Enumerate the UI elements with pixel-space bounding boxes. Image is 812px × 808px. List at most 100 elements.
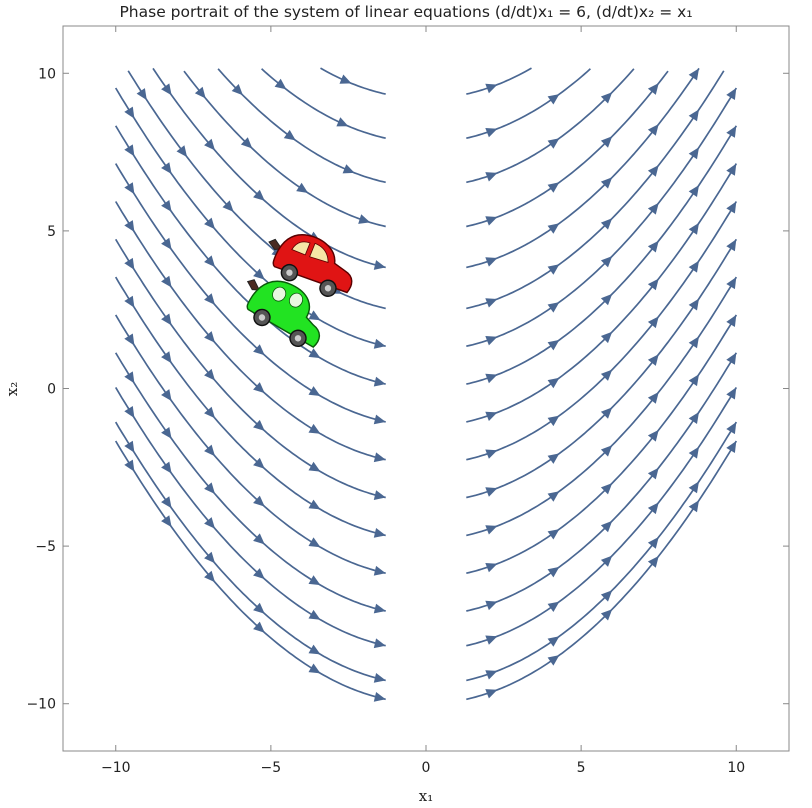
streamline — [466, 314, 738, 575]
streamline-arrowhead — [161, 275, 172, 288]
streamline-arrowhead — [600, 407, 613, 419]
streamline-arrowhead — [726, 125, 737, 138]
streamline-arrowhead — [600, 369, 613, 381]
streamline-arrowhead — [688, 298, 699, 311]
axis-ticks-group: −10 −5 0 5 10 −10 −5 0 5 10 — [26, 26, 789, 776]
streamline-arrowhead — [547, 415, 560, 427]
streamline-arrowhead — [161, 515, 172, 528]
streamline-arrowhead — [253, 533, 265, 545]
y-axis-label: x₂ — [3, 382, 21, 396]
streamline-arrowhead — [600, 483, 613, 495]
green-car-icon — [246, 279, 321, 348]
chart-title: Phase portrait of the system of linear e… — [119, 3, 692, 21]
streamline-arrowhead — [308, 461, 321, 472]
streamline-arrowhead — [308, 575, 321, 586]
streamline-arrowhead — [647, 502, 659, 515]
streamline — [114, 276, 386, 537]
x-tick-label: −10 — [101, 760, 131, 776]
streamline-arrowhead — [547, 636, 560, 647]
streamline-arrowhead — [222, 200, 234, 212]
streamline — [466, 163, 738, 423]
streamline-arrowhead — [600, 218, 613, 230]
streamline-arrowhead — [161, 496, 172, 509]
streamline-arrowhead — [485, 689, 498, 699]
streamline-arrowhead — [124, 220, 135, 232]
streamline-arrowhead — [647, 537, 659, 549]
streamline-arrowhead — [308, 310, 321, 321]
streamline-arrowhead — [485, 172, 498, 182]
streamline-arrowhead — [336, 117, 349, 127]
streamline — [466, 67, 532, 95]
streamline-arrowhead — [308, 423, 321, 434]
streamline — [466, 421, 738, 682]
x-tick-label: 5 — [577, 760, 586, 776]
streamline-arrowhead — [485, 635, 498, 645]
streamline-arrowhead — [688, 185, 699, 197]
streamline-arrowhead — [547, 601, 560, 612]
streamline-arrowhead — [373, 565, 386, 576]
streamline-arrowhead — [373, 673, 386, 683]
streamline-arrowhead — [547, 94, 560, 105]
streamline-arrowhead — [647, 429, 659, 442]
streamline-arrowhead — [647, 392, 659, 404]
streamline-arrowhead — [253, 344, 265, 356]
streamline-arrowhead — [204, 368, 215, 381]
streamline-arrowhead — [194, 86, 206, 99]
streamline-arrowhead — [547, 264, 560, 275]
streamline — [466, 87, 738, 348]
streamline-arrowhead — [124, 371, 135, 384]
streamline-arrowhead — [176, 145, 188, 158]
streamline-arrowhead — [373, 692, 386, 702]
y-tick-label: 0 — [47, 382, 56, 398]
streamline-arrowhead — [485, 128, 498, 138]
streamline-arrowhead — [373, 638, 386, 649]
streamline-arrowhead — [485, 336, 498, 346]
streamline-arrowhead — [600, 609, 613, 621]
streamline-arrowhead — [161, 162, 172, 174]
streamline-arrowhead — [688, 374, 699, 387]
x-axis-label: x₁ — [419, 787, 433, 805]
streamline-arrowhead — [600, 520, 613, 533]
streamline-arrowhead — [547, 566, 560, 578]
streamline-arrowhead — [485, 525, 498, 535]
streamline-arrowhead — [726, 352, 737, 365]
streamline-arrowhead — [647, 165, 659, 177]
streamline-arrowhead — [296, 182, 309, 193]
streamline-arrowhead — [688, 500, 699, 513]
streamline-arrowhead — [647, 316, 659, 329]
streamline-arrowhead — [342, 164, 355, 174]
streamline — [114, 87, 386, 348]
streamline-arrowhead — [485, 373, 498, 384]
streamline-arrowhead — [124, 257, 135, 270]
streamline — [114, 352, 386, 612]
streamline-arrowhead — [253, 568, 265, 580]
streamline — [466, 352, 738, 612]
streamline — [114, 421, 386, 682]
streamline-arrowhead — [726, 314, 737, 327]
streamline-arrowhead — [600, 256, 613, 268]
streamline-arrowhead — [547, 491, 560, 502]
streamline-arrowhead — [161, 389, 172, 401]
streamline-arrowhead — [253, 382, 265, 394]
streamline-arrowhead — [600, 177, 613, 189]
streamline-arrowhead — [358, 214, 371, 224]
streamline-arrowhead — [547, 655, 560, 666]
streamline-arrowhead — [373, 414, 386, 425]
red-car-icon — [268, 234, 353, 297]
streamline — [466, 276, 738, 537]
streamline-arrowhead — [647, 124, 659, 136]
streamline — [466, 440, 738, 701]
plot-frame — [62, 25, 790, 752]
streamline-arrowhead — [600, 136, 613, 148]
streamline-arrowhead — [161, 200, 172, 212]
streamline-arrowhead — [600, 445, 613, 457]
y-tick-label: −5 — [35, 539, 56, 555]
streamline-arrowhead — [204, 255, 215, 267]
streamline-arrowhead — [485, 670, 498, 680]
streamline-arrowhead — [204, 331, 215, 343]
streamline — [466, 386, 738, 647]
streamline-arrowhead — [204, 517, 215, 529]
streamline-arrowhead — [688, 446, 699, 459]
streamline — [114, 386, 386, 647]
streamline-arrowhead — [124, 144, 135, 157]
